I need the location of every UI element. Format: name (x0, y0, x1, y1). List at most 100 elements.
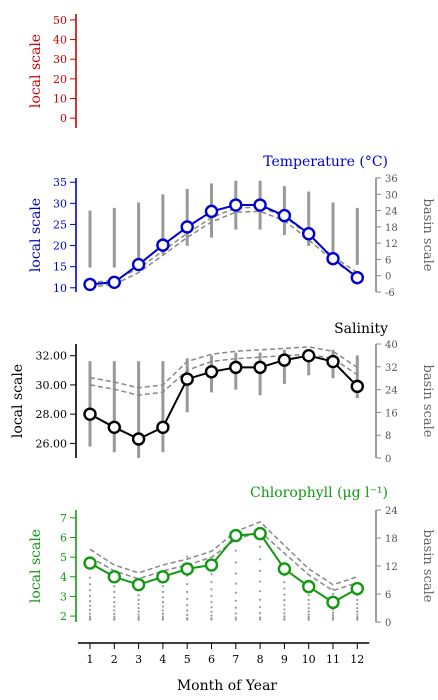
x-tick-label: 5 (184, 653, 191, 666)
basin-scatter-point (137, 610, 140, 613)
basin-scatter-point (234, 599, 237, 602)
basin-scatter-point (161, 601, 164, 604)
local-series-point (277, 562, 292, 576)
basin-scatter-point (186, 613, 189, 616)
basin-scatter-point (307, 594, 310, 597)
local-series-point (326, 251, 340, 266)
basin-scatter-point (137, 598, 140, 601)
right-tick-label: 18 (385, 223, 398, 234)
local-series-point (253, 198, 267, 212)
local-series-point (229, 528, 243, 543)
local-series-point (204, 365, 219, 379)
basin-scatter-point (331, 588, 335, 591)
local-series-point (83, 277, 97, 292)
basin-scatter-point (210, 617, 213, 620)
basin-scatter-point (186, 616, 189, 620)
local-series-line (89, 354, 359, 441)
right-tick-label: 18 (385, 534, 398, 545)
local-series-point (83, 556, 97, 570)
basin-scatter-point (283, 598, 286, 602)
basin-scatter-point (113, 590, 116, 594)
panel-title: Temperature (°C) (263, 154, 388, 170)
left-tick-label: 4 (60, 571, 67, 584)
basin-scatter-point (113, 617, 116, 620)
basin-scatter-point (283, 593, 286, 596)
basin-scatter-point (259, 598, 262, 601)
basin-scatter-point (283, 587, 286, 590)
basin-scatter-point (88, 594, 92, 598)
basin-scatter-point (137, 617, 140, 620)
right-tick-label: 24 (385, 386, 398, 397)
basin-scatter-point (210, 573, 213, 576)
basin-scatter-point (259, 616, 262, 619)
basin-scatter-point (307, 598, 310, 601)
basin-scatter-point (234, 572, 237, 575)
basin-scatter-point (113, 612, 116, 615)
basin-scatter-point (161, 615, 164, 618)
basin-median-line (89, 530, 358, 592)
left-axis-label: local scale (28, 34, 44, 108)
basin-mean-line (89, 520, 358, 586)
basin-scatter-point (259, 605, 262, 609)
basin-scatter-point (331, 616, 335, 619)
left-tick-label: 35 (53, 176, 67, 189)
basin-scatter-point (113, 601, 116, 604)
basin-scatter-point (186, 618, 189, 621)
right-axis-label: basin scale (420, 365, 435, 438)
local-series-point (131, 577, 146, 592)
basin-scatter-point (161, 605, 164, 608)
left-tick-label: 32.00 (36, 350, 68, 363)
basin-scatter-point (283, 617, 286, 620)
basin-scatter-point (234, 561, 237, 564)
left-tick-label: 0 (60, 112, 67, 125)
basin-scatter-point (307, 615, 310, 619)
left-tick-label: 30 (53, 53, 67, 66)
local-series-line (89, 532, 358, 604)
basin-scatter-point (331, 608, 335, 611)
right-tick-label: 36 (385, 174, 398, 185)
left-axis-label: local scale (10, 364, 26, 438)
local-series-point (204, 558, 219, 572)
basin-scatter-point (137, 615, 140, 619)
basin-scatter-point (259, 611, 262, 615)
basin-scatter-point (283, 603, 286, 607)
basin-scatter-point (137, 603, 140, 606)
right-tick-label: 24 (385, 207, 398, 218)
basin-scatter-point (331, 592, 335, 596)
basin-scatter-point (186, 597, 189, 600)
left-axis-label: local scale (28, 529, 44, 603)
left-tick-label: 20 (53, 240, 67, 253)
left-tick-label: 30.00 (36, 379, 68, 392)
basin-scatter-point (113, 596, 116, 599)
basin-scatter-point (234, 549, 237, 552)
basin-scatter-point (356, 598, 359, 601)
basin-scatter-point (186, 609, 189, 612)
left-tick-label: 50 (53, 14, 67, 27)
basin-scatter-point (137, 613, 140, 616)
basin-scatter-point (283, 581, 286, 584)
local-series-point (302, 227, 316, 241)
basin-scatter-point (88, 604, 92, 607)
left-tick-label: 15 (53, 261, 67, 274)
local-series-point (253, 526, 267, 541)
basin-scatter-point (210, 600, 213, 604)
basin-scatter-point (259, 618, 262, 621)
basin-scatter-point (161, 590, 164, 594)
x-tick-label: 3 (135, 653, 142, 666)
local-series-point (302, 579, 316, 594)
basin-scatter-point (356, 617, 359, 620)
basin-scatter-point (234, 618, 237, 621)
local-series-point (131, 432, 146, 446)
basin-scatter-point (88, 583, 92, 586)
basin-scatter-point (186, 555, 189, 558)
basin-scatter-point (113, 609, 116, 612)
right-tick-label: 12 (385, 239, 398, 250)
local-series-point (277, 208, 292, 223)
x-tick-label: 4 (159, 653, 166, 666)
left-tick-label: 10 (53, 93, 67, 106)
x-axis-label: Month of Year (177, 678, 278, 694)
basin-scatter-point (210, 588, 213, 591)
x-tick-label: 6 (208, 653, 215, 666)
basin-scatter-point (307, 617, 310, 620)
basin-scatter-point (356, 610, 359, 613)
